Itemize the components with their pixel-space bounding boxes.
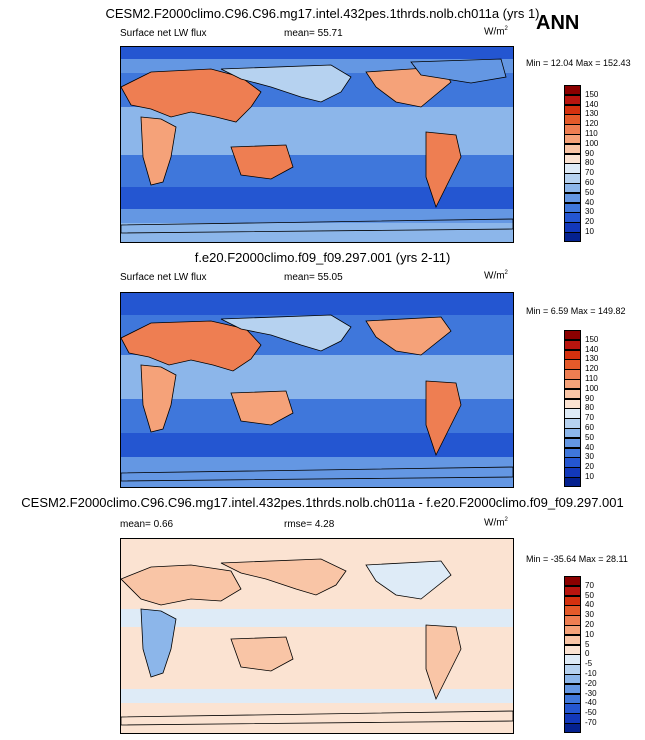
panel-3-units: W/m2 bbox=[484, 517, 508, 529]
colorbar-tick-label: 70 bbox=[585, 168, 594, 178]
colorbar-swatch bbox=[564, 723, 581, 734]
panel-2-variable-label: Surface net LW flux bbox=[120, 272, 207, 283]
colorbar-tick-label: -30 bbox=[585, 688, 597, 698]
colorbar-tick-label: 110 bbox=[585, 374, 598, 383]
colorbar-tick-label: -40 bbox=[585, 698, 597, 708]
panel-1-variable-label: Surface net LW flux bbox=[120, 28, 207, 39]
colorbar-tick-label: 10 bbox=[585, 472, 594, 481]
colorbar-tick-label: 80 bbox=[585, 403, 594, 413]
panel-2-mean: mean= 55.05 bbox=[284, 272, 343, 283]
panel-3-rmse: rmse= 4.28 bbox=[284, 519, 335, 530]
colorbar-tick-label: 120 bbox=[585, 364, 599, 374]
panel-2-map bbox=[120, 292, 514, 488]
colorbar-tick-label: 140 bbox=[585, 99, 599, 109]
panel-2-minmax: Min = 6.59 Max = 149.82 bbox=[526, 306, 626, 316]
panel-2-title: f.e20.F2000climo.f09_f09.297.001 (yrs 2-… bbox=[194, 250, 451, 265]
colorbar-tick-label: 20 bbox=[585, 217, 594, 227]
colorbar-tick-label: 0 bbox=[585, 649, 590, 659]
colorbar-tick-label: 50 bbox=[585, 590, 594, 600]
panel-1-units: W/m2 bbox=[484, 26, 508, 38]
colorbar-tick-label: 5 bbox=[585, 639, 590, 649]
colorbar-tick-label: 150 bbox=[585, 334, 599, 344]
colorbar-tick-label: 90 bbox=[585, 148, 594, 158]
colorbar-tick-label: 70 bbox=[585, 580, 594, 590]
colorbar-tick-label: 30 bbox=[585, 452, 594, 462]
colorbar-tick-label: 40 bbox=[585, 197, 594, 207]
panel-1-title: CESM2.F2000climo.C96.C96.mg17.intel.432p… bbox=[105, 6, 540, 21]
panel-1-map bbox=[120, 46, 514, 243]
colorbar-tick-label: 60 bbox=[585, 423, 594, 432]
colorbar-tick-label: 30 bbox=[585, 610, 594, 620]
panel-3-map bbox=[120, 538, 514, 734]
colorbar-tick-label: 140 bbox=[585, 344, 599, 354]
colorbar-tick-label: -10 bbox=[585, 669, 597, 678]
panel-3-title: CESM2.F2000climo.C96.C96.mg17.intel.432p… bbox=[21, 495, 624, 510]
colorbar-tick-label: -70 bbox=[585, 718, 597, 727]
colorbar-tick-label: 20 bbox=[585, 620, 594, 629]
colorbar-tick-label: 130 bbox=[585, 109, 599, 119]
colorbar-tick-label: 50 bbox=[585, 187, 594, 197]
colorbar-tick-label: -20 bbox=[585, 678, 597, 688]
colorbar-tick-label: -50 bbox=[585, 708, 597, 718]
colorbar-tick-label: 100 bbox=[585, 383, 599, 393]
colorbar-tick-label: 20 bbox=[585, 462, 594, 472]
panel-2-units: W/m2 bbox=[484, 270, 508, 282]
colorbar-swatch bbox=[564, 232, 581, 243]
colorbar-tick-label: 150 bbox=[585, 89, 599, 99]
season-label: ANN bbox=[536, 12, 580, 34]
colorbar-tick-label: 130 bbox=[585, 354, 599, 364]
panel-1-mean: mean= 55.71 bbox=[284, 28, 343, 39]
colorbar-tick-label: 100 bbox=[585, 138, 599, 148]
colorbar-tick-label: 120 bbox=[585, 119, 599, 129]
colorbar-tick-label: 60 bbox=[585, 178, 594, 187]
colorbar-swatch bbox=[564, 477, 581, 488]
colorbar-tick-label: 70 bbox=[585, 413, 594, 423]
colorbar-tick-label: 10 bbox=[585, 227, 594, 236]
colorbar-tick-label: 80 bbox=[585, 158, 594, 168]
colorbar-tick-label: 90 bbox=[585, 393, 594, 403]
panel-3-mean: mean= 0.66 bbox=[120, 519, 174, 530]
colorbar-tick-label: 10 bbox=[585, 629, 594, 639]
colorbar-tick-label: 110 bbox=[585, 129, 598, 138]
panel-3-minmax: Min = -35.64 Max = 28.11 bbox=[526, 554, 628, 564]
colorbar-tick-label: 30 bbox=[585, 207, 594, 217]
colorbar-tick-label: 40 bbox=[585, 600, 594, 610]
colorbar-tick-label: 40 bbox=[585, 442, 594, 452]
panel-1-minmax: Min = 12.04 Max = 152.43 bbox=[526, 58, 631, 68]
colorbar-tick-label: -5 bbox=[585, 659, 593, 669]
colorbar-tick-label: 50 bbox=[585, 432, 594, 442]
